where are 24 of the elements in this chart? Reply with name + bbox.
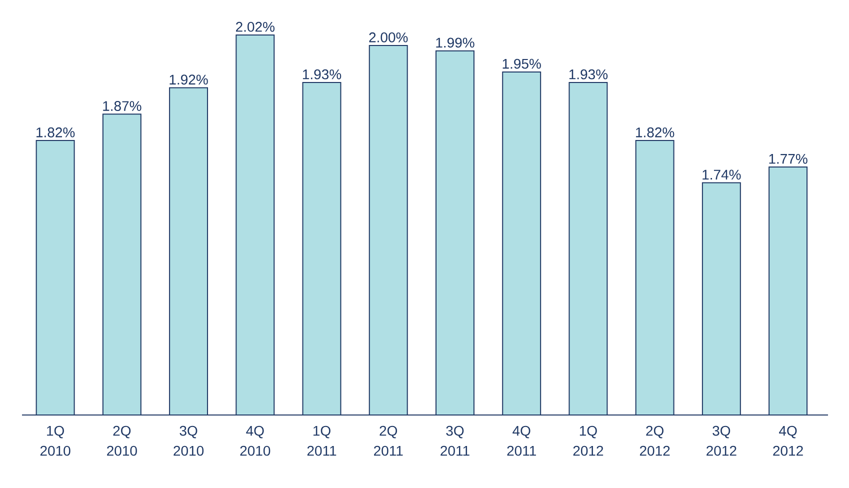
data-label: 1.74%: [702, 170, 741, 180]
data-label: 1.82%: [36, 127, 75, 138]
x-tick-label: 2Q 2010: [107, 426, 137, 456]
x-tick-label: 4Q 2010: [240, 426, 270, 456]
x-tick-label: 1Q 2012: [573, 426, 604, 456]
data-label: 1.93%: [302, 69, 342, 80]
data-label: 1.95%: [502, 58, 541, 69]
data-label: 1.99%: [436, 38, 474, 48]
x-tick-label: 2Q 2012: [640, 426, 670, 456]
data-label: 1.82%: [636, 127, 674, 138]
x-tick-label: 3Q 2010: [174, 426, 204, 456]
x-tick-label: 3Q 2012: [706, 426, 736, 456]
data-label: 1.77%: [769, 154, 808, 164]
x-tick-label: 4Q 2011: [507, 426, 536, 456]
data-label: 2.00%: [369, 32, 408, 42]
x-tick-label: 1Q 2011: [307, 426, 336, 456]
x-tick-label: 1Q 2010: [40, 426, 70, 456]
data-label: 1.87%: [103, 101, 142, 111]
data-label: 2.02%: [236, 22, 274, 32]
data-label: 1.93%: [569, 69, 608, 80]
data-label: 1.92%: [170, 74, 208, 85]
x-tick-label: 2Q 2011: [374, 426, 403, 456]
x-tick-label: 4Q 2012: [773, 426, 803, 456]
x-tick-label: 3Q 2011: [440, 426, 470, 456]
